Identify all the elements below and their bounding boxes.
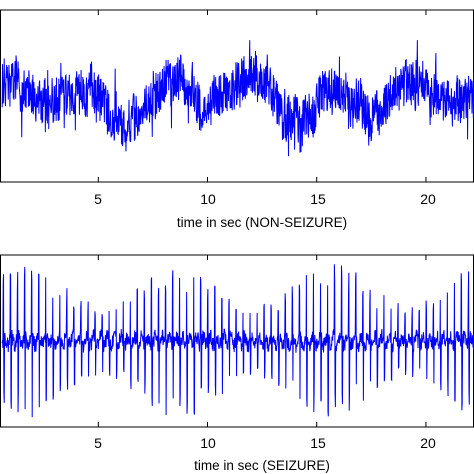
chart-seizure: 5 10 15 20 time in sec (SEIZURE)	[0, 254, 474, 473]
x-tick-label: 10	[200, 435, 216, 451]
x-tick-label: 20	[420, 435, 436, 451]
top-x-ticks	[97, 10, 427, 182]
bottom-x-axis-label: time in sec (SEIZURE)	[194, 458, 330, 473]
top-x-axis-label: time in sec (NON-SEIZURE)	[177, 215, 347, 230]
nonseizure-eeg-trace	[1, 40, 474, 157]
x-tick-label: 5	[94, 191, 102, 207]
top-x-tick-labels: 5 10 15 20	[94, 191, 436, 207]
x-tick-label: 20	[420, 191, 436, 207]
x-tick-label: 15	[310, 435, 326, 451]
x-tick-label: 15	[310, 191, 326, 207]
bottom-x-ticks	[97, 255, 427, 427]
x-tick-label: 5	[94, 435, 102, 451]
x-tick-label: 10	[200, 191, 216, 207]
chart-nonseizure: 5 10 15 20 time in sec (NON-SEIZURE)	[0, 9, 474, 230]
seizure-eeg-trace	[1, 264, 474, 418]
bottom-x-tick-labels: 5 10 15 20	[94, 435, 436, 451]
